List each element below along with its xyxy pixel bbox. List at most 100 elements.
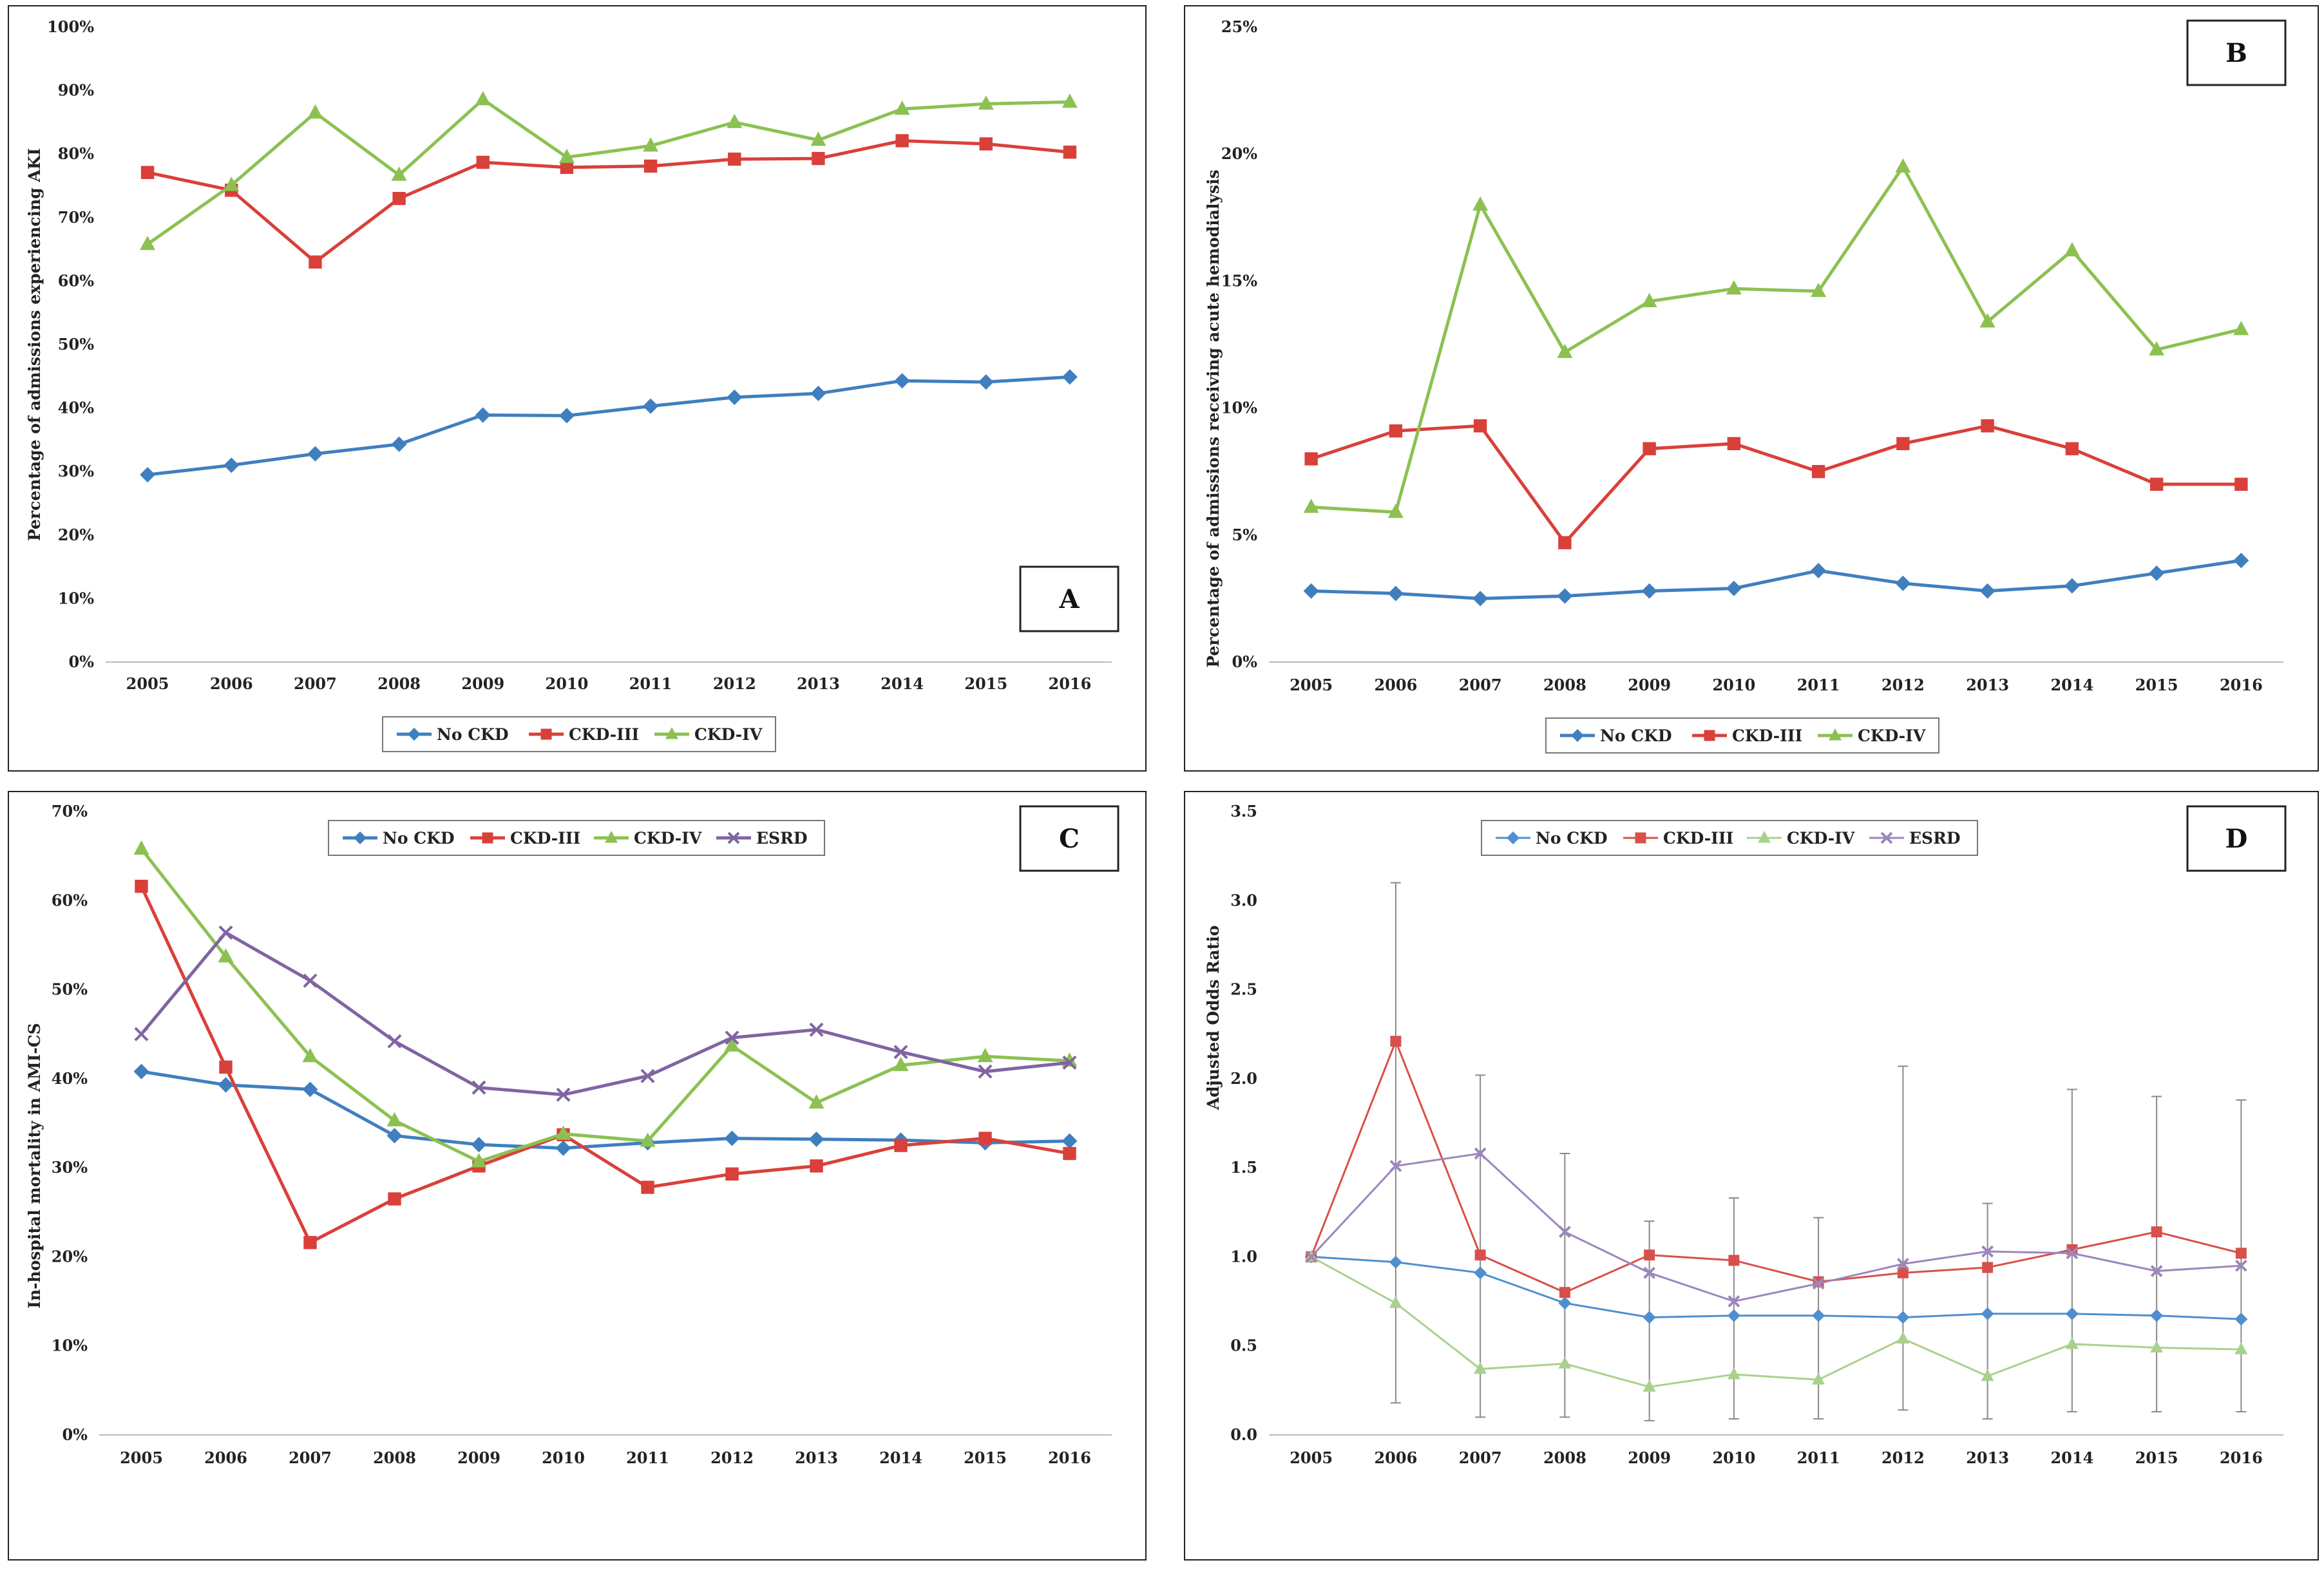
b-x-tick-label: 2013 <box>1966 676 2009 694</box>
d-point-ckd-iii <box>1474 1249 1486 1261</box>
c-series-line-ckd-iii <box>140 886 1070 1245</box>
a-panel-badge-label: A <box>1058 584 1080 614</box>
c-y-tick-label: 20% <box>52 1247 88 1266</box>
b-legend-marker-ckd-iv <box>1829 728 1842 741</box>
b-point-ckd-iv <box>1557 343 1573 358</box>
a-y-tick-label: 60% <box>58 271 94 290</box>
chart-d-svg: 0.0 0.5 1.0 1.5 2.0 2.5 3.0 3.5 2005 2006 2007 2008… <box>1204 802 2287 1467</box>
c-series-line-no-ckd <box>141 1070 1070 1150</box>
c-x-tick-label: 2007 <box>289 1448 332 1467</box>
c-series-line-esrd <box>140 930 1070 1097</box>
a-point-no-ckd <box>643 398 659 414</box>
a-panel-badge-box <box>1019 565 1119 632</box>
b-point-ckd-iv <box>1303 498 1319 513</box>
b-point-ckd-iii <box>1304 452 1318 466</box>
c-point-ckd-iv <box>218 948 234 963</box>
d-point-esrd <box>1643 1266 1656 1279</box>
a-x-tick-label: 2010 <box>546 674 589 693</box>
a-point-ckd-iii <box>979 137 993 151</box>
d-point-esrd <box>1389 1159 1402 1172</box>
d-series-ckd-iii <box>1306 1036 2247 1298</box>
d-point-esrd <box>1896 1258 1909 1270</box>
b-point-ckd-iii <box>1896 437 1910 451</box>
d-point-no-ckd <box>1643 1311 1656 1324</box>
a-point-ckd-iii <box>140 166 155 179</box>
c-point-esrd <box>387 1034 402 1048</box>
b-x-tick-label: 2011 <box>1797 676 1840 694</box>
c-point-ckd-iii <box>219 1060 233 1074</box>
a-point-ckd-iii <box>309 255 322 269</box>
b-point-ckd-iv <box>1811 282 1827 298</box>
a-y-tick-label: 70% <box>58 208 94 227</box>
c-point-esrd <box>471 1080 486 1095</box>
b-y-tick-label: 15% <box>1221 271 1257 290</box>
c-point-esrd <box>218 925 233 940</box>
b-point-ckd-iv <box>1726 280 1742 295</box>
d-point-ckd-iii <box>1982 1262 1994 1273</box>
a-point-no-ckd <box>1062 369 1078 385</box>
b-point-ckd-iv <box>1895 158 1911 173</box>
a-legend-marker-ckd-iii <box>540 728 552 740</box>
d-point-ckd-iv <box>2234 1342 2248 1354</box>
d-x-tick-label: 2012 <box>1881 1448 1925 1467</box>
d-legend: No CKD CKD-III CKD-IV ESRD <box>1481 820 1978 856</box>
a-point-no-ckd <box>391 436 407 452</box>
b-series-line-ckd-iv <box>1311 164 2242 514</box>
d-point-no-ckd <box>1812 1309 1825 1322</box>
c-point-esrd <box>640 1068 655 1083</box>
c-x-tick-label: 2012 <box>710 1448 754 1467</box>
a-point-ckd-iv <box>558 148 575 164</box>
a-x-tick-label: 2005 <box>126 674 169 693</box>
a-point-ckd-iii <box>895 134 909 147</box>
a-y-tick-label: 40% <box>58 399 94 417</box>
b-y-tick-label: 25% <box>1221 17 1257 36</box>
b-point-no-ckd <box>1811 563 1827 579</box>
c-point-ckd-iv <box>471 1153 487 1168</box>
d-point-no-ckd <box>1727 1309 1740 1322</box>
d-x-tick-label: 2014 <box>2050 1448 2093 1467</box>
c-point-no-ckd <box>808 1131 824 1147</box>
b-y-tick-label: 0% <box>1232 652 1257 671</box>
b-panel-badge-box <box>2186 19 2287 86</box>
d-point-esrd <box>2234 1259 2247 1272</box>
d-legend-marker-no-ckd <box>1507 831 1519 844</box>
a-legend-label-no-ckd: No CKD <box>437 725 509 744</box>
c-point-esrd <box>1062 1055 1077 1070</box>
c-y-tick-label: 0% <box>62 1425 88 1444</box>
a-point-ckd-iv <box>810 131 826 146</box>
a-x-tick-label: 2006 <box>210 674 253 693</box>
c-point-ckd-iv <box>302 1048 318 1063</box>
c-y-axis-label: In-hospital mortality in AMI-CS <box>25 1023 44 1308</box>
b-y-axis-label: Percentage of admissions receiving acute… <box>1204 169 1223 667</box>
c-point-ckd-iv <box>724 1037 740 1052</box>
c-point-no-ckd <box>555 1140 571 1156</box>
c-point-ckd-iv <box>133 840 149 855</box>
d-y-tick-label: 1.0 <box>1230 1247 1257 1266</box>
b-legend-marker-ckd-iii <box>1704 730 1715 741</box>
a-series-ckd-iii <box>140 134 1077 269</box>
a-point-ckd-iii <box>812 151 825 166</box>
panel-c: 0% 10% 20% 30% 40% 50% 60% 70% 2005 2006 2007 2008 2… <box>8 791 1147 1561</box>
c-series-ckd-iii <box>135 879 1076 1249</box>
a-point-ckd-iv <box>140 236 156 251</box>
d-legend-box <box>1481 820 1978 856</box>
panel-a: 0% 10% 20% 30% 40% 50% 60% 70% 80% 90% 100% 2005 200… <box>8 5 1147 772</box>
a-point-no-ckd <box>224 457 240 473</box>
a-legend-label-ckd-iv: CKD-IV <box>694 725 763 744</box>
d-point-ckd-iv <box>1812 1372 1825 1385</box>
d-point-ckd-iv <box>1389 1296 1402 1308</box>
b-legend-box <box>1545 717 1939 754</box>
d-series-line-esrd <box>1310 1152 2242 1303</box>
c-legend-label-esrd: ESRD <box>756 829 808 848</box>
d-point-ckd-iii <box>2151 1226 2162 1238</box>
a-legend-label-ckd-iii: CKD-III <box>569 725 639 744</box>
c-series-line-ckd-iv <box>140 848 1070 1164</box>
a-series-line-ckd-iv <box>146 97 1070 246</box>
c-point-no-ckd <box>386 1128 403 1144</box>
d-x-tick-label: 2016 <box>2220 1448 2263 1467</box>
d-point-esrd <box>1474 1147 1487 1160</box>
c-point-ckd-iii <box>1063 1146 1076 1161</box>
c-y-tick-label: 50% <box>52 980 88 999</box>
a-point-ckd-iii <box>476 155 490 169</box>
b-point-ckd-iv <box>2149 341 2165 356</box>
